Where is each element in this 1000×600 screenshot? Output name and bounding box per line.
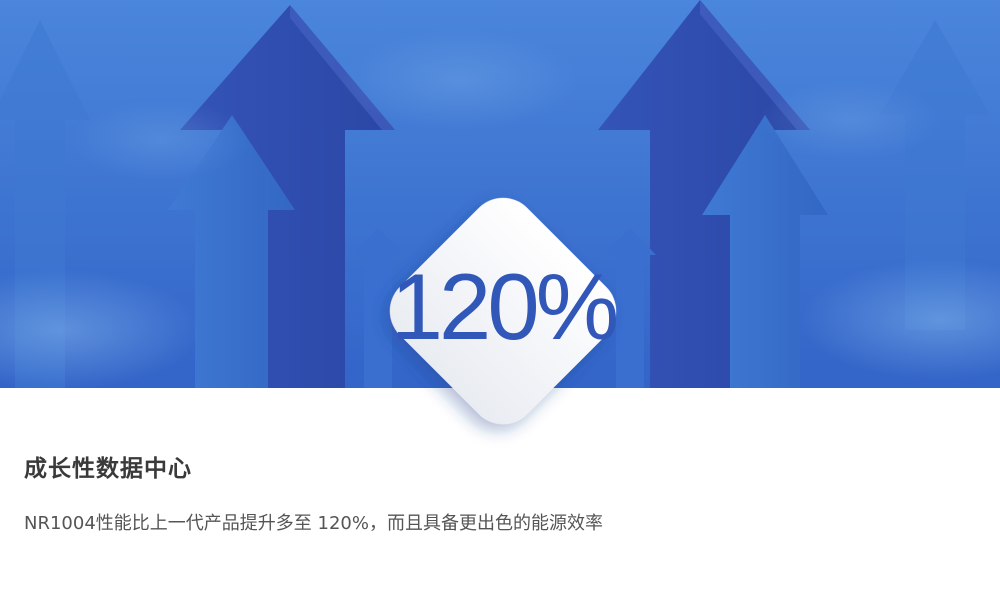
stat-value: 120% (390, 254, 619, 359)
arrow-icon (604, 228, 656, 388)
arrow-icon (702, 115, 828, 388)
hero-banner (0, 0, 1000, 388)
arrow-icon (352, 228, 404, 388)
arrow-icon (168, 115, 295, 388)
section-title: 成长性数据中心 (24, 456, 192, 482)
section-description: NR1004性能比上一代产品提升多至 120%，而且具备更出色的能源效率 (24, 513, 603, 534)
stat-badge (389, 197, 617, 425)
hero-illustration (0, 0, 1000, 388)
